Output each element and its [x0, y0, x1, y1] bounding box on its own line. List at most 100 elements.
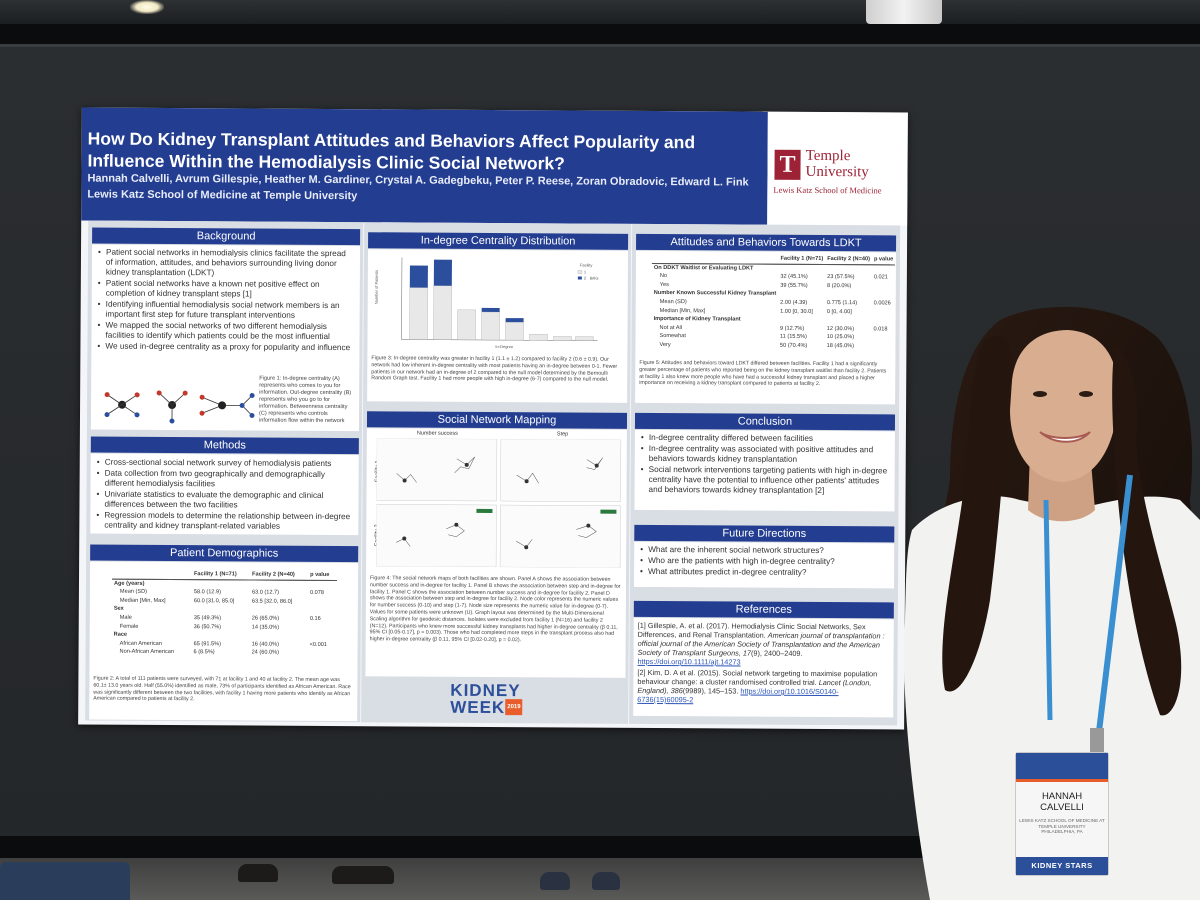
table-cell	[825, 290, 872, 299]
table-cell: Mean (SD)	[659, 298, 687, 306]
table-cell: 16 (40.0%)	[251, 641, 280, 648]
table-header-cell: Facility 2 (N=40)	[250, 570, 309, 580]
table-header-cell: Facility 1 (N=71)	[778, 254, 826, 265]
table-cell	[250, 632, 308, 641]
background-panel: Patient social networks in hemodialysis …	[90, 244, 361, 432]
table-cell	[825, 264, 872, 273]
table-cell: 35 (49.3%)	[193, 615, 222, 622]
table-cell: 0.16	[309, 615, 321, 622]
bar-facility	[433, 259, 452, 286]
figure-5-caption: Figure 5: Attitudes and behaviors toward…	[639, 359, 887, 388]
table-cell	[872, 282, 895, 291]
bullet: Regression models to determine the relat…	[94, 511, 352, 533]
table-cell: Male	[119, 614, 132, 621]
legend-label: 2	[584, 276, 587, 281]
table-cell	[778, 290, 825, 299]
table-cell: 0.775 (1.14)	[826, 300, 858, 307]
ceiling-fixture	[866, 0, 942, 24]
table-header-cell	[112, 569, 193, 580]
table-header-cell: Facility 2 (N=40)	[825, 255, 872, 265]
table-cell: 9 (12.7%)	[780, 325, 805, 332]
bar-null	[457, 309, 476, 341]
table-cell: 60.0 [31.0, 85.0]	[193, 597, 235, 605]
logo-name: Temple University	[805, 147, 869, 181]
badge-header	[1016, 753, 1108, 779]
bullet: What attributes predict in-degree centra…	[638, 567, 890, 579]
kidney-week-badge: 2019	[505, 699, 523, 716]
references-panel: [1] Gillespie, A. et al. (2017). Hemodia…	[633, 617, 894, 718]
logo-school: Lewis Katz School of Medicine	[773, 184, 882, 196]
badge-name: HANNAH CALVELLI	[1040, 791, 1084, 813]
badge-affiliation: LEWIS KATZ SCHOOL OF MEDICINE AT TEMPLE …	[1019, 818, 1105, 835]
legend-null: BRG	[590, 276, 599, 281]
figure-1-caption: Figure 1: In-degree centrality (A) repre…	[258, 375, 352, 425]
temple-logo: T Temple University Lewis Katz School of…	[767, 111, 908, 226]
table-cell	[872, 264, 895, 273]
reference-1-link[interactable]: https://doi.org/10.1111/ajt.14273	[637, 656, 741, 667]
poster-header: How Do Kidney Transplant Attitudes and B…	[81, 107, 768, 225]
y-axis	[401, 257, 403, 340]
network-panel-c	[376, 504, 497, 568]
table-cell	[192, 579, 250, 588]
table-cell: 6 (8.5%)	[193, 649, 215, 656]
poster-affiliation: Lewis Katz School of Medicine at Temple …	[87, 188, 358, 203]
table-cell: 0.021	[873, 274, 888, 281]
social-heading: Social Network Mapping	[366, 411, 628, 429]
bullet: We mapped the social networks of two dif…	[95, 321, 353, 343]
badge-stripe	[1016, 779, 1108, 782]
future-heading: Future Directions	[634, 524, 895, 543]
table-cell: 26 (65.0%)	[251, 615, 280, 622]
demographics-heading: Patient Demographics	[90, 544, 359, 563]
bullet: Univariate statistics to evaluate the de…	[94, 490, 352, 512]
attitudes-table: Facility 1 (N=71) Facility 2 (N=40) p valu…	[651, 253, 896, 351]
centrality-diagram	[104, 390, 255, 424]
table-cell	[871, 334, 894, 343]
table-cell	[778, 264, 825, 273]
centrality-b-icon	[156, 390, 188, 424]
table-cell	[872, 316, 895, 325]
figure-4-caption: Figure 4: The social network maps of bot…	[369, 575, 621, 644]
table-cell	[778, 316, 825, 325]
table-cell	[308, 632, 337, 641]
table-cell: 63.0 (12.7)	[251, 589, 280, 596]
table-cell	[308, 649, 337, 658]
table-cell: 2.00 (4.39)	[780, 299, 808, 306]
future-bullets: What are the inherent social network str…	[638, 545, 890, 580]
table-cell: <0.001	[309, 641, 327, 648]
kidney-week-line1: KIDNEY	[450, 680, 521, 701]
indegree-panel: Number of Patients In-Degree Facility 1 …	[367, 249, 629, 403]
y-axis-label: Number of Patients	[374, 270, 379, 304]
col-label: Step	[556, 431, 569, 438]
network-panel-b	[500, 438, 622, 503]
future-panel: What are the inherent social network str…	[633, 541, 895, 589]
legend-swatch	[577, 270, 583, 274]
bullet: Cross-sectional social network survey of…	[95, 458, 353, 470]
shoe	[238, 864, 278, 882]
table-cell: 18 (45.0%)	[826, 342, 855, 350]
bars	[409, 259, 594, 341]
bullet: In-degree centrality differed between fa…	[639, 433, 891, 445]
references-list: [1] Gillespie, A. et al. (2017). Hemodia…	[637, 621, 890, 708]
background-bullets: Patient social networks in hemodialysis …	[95, 248, 354, 355]
table-cell: Mean (SD)	[119, 588, 147, 596]
table-row: Number Known Successful Kidney Transplan…	[652, 289, 895, 299]
kidney-week-logo: KIDNEY WEEK 2019	[450, 680, 530, 718]
shoe	[332, 866, 394, 884]
indegree-heading: In-degree Centrality Distribution	[368, 232, 629, 250]
bullet: Identifying influential hemodialysis soc…	[96, 300, 354, 322]
methods-panel: Cross-sectional social network survey of…	[90, 453, 359, 536]
shoe	[592, 872, 620, 890]
bar-null	[409, 287, 428, 340]
table-cell	[872, 291, 895, 300]
table-cell: 58.0 (12.9)	[193, 589, 221, 596]
conclusion-heading: Conclusion	[634, 412, 896, 431]
table-cell: Very	[659, 341, 671, 349]
table-cell	[192, 631, 250, 640]
table-header-cell: Facility 1 (N=71)	[191, 570, 251, 580]
bar-facility	[505, 318, 524, 323]
badge-footer: KIDNEY STARS	[1016, 857, 1108, 875]
bar-null	[575, 336, 594, 341]
poster-title: How Do Kidney Transplant Attitudes and B…	[87, 128, 696, 174]
table-cell: 0 [0, 4.00]	[826, 308, 852, 315]
bar-facility	[481, 307, 500, 313]
